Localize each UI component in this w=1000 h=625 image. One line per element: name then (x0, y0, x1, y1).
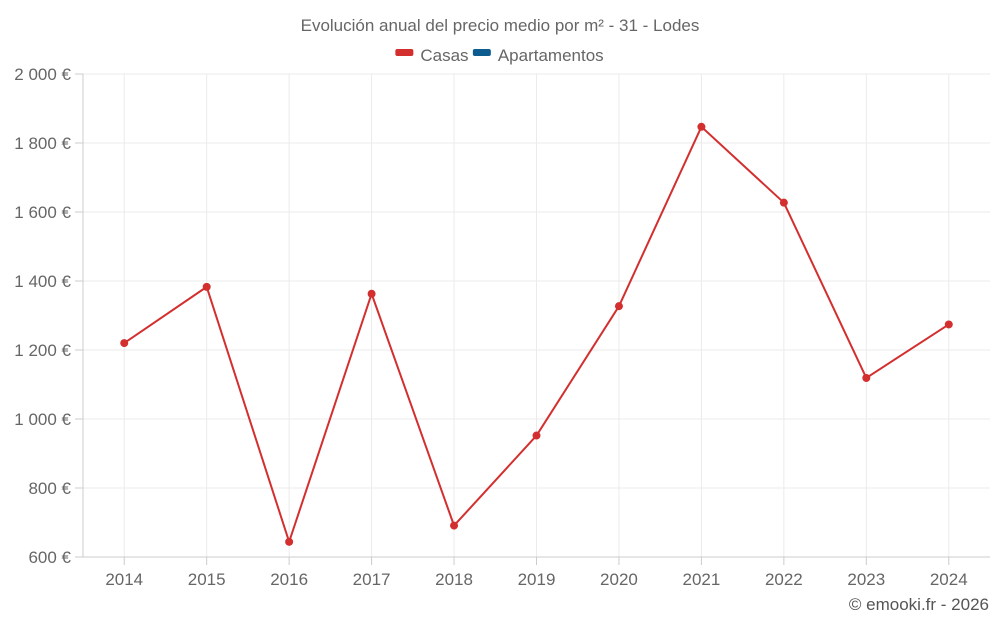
x-tick-label: 2017 (353, 570, 391, 589)
data-point[interactable] (285, 537, 294, 546)
y-tick-label: 600 € (28, 548, 71, 567)
x-tick-label: 2022 (765, 570, 803, 589)
x-tick-label: 2024 (930, 570, 968, 589)
x-tick-label: 2016 (270, 570, 308, 589)
y-tick-label: 1 200 € (14, 341, 71, 360)
y-tick-label: 1 800 € (14, 134, 71, 153)
x-tick-label: 2015 (188, 570, 226, 589)
data-point[interactable] (450, 521, 459, 530)
data-point[interactable] (697, 122, 706, 131)
x-tick-label: 2019 (518, 570, 556, 589)
x-tick-label: 2014 (105, 570, 143, 589)
x-tick-label: 2023 (847, 570, 885, 589)
legend-swatch (395, 49, 414, 56)
y-tick-label: 800 € (28, 479, 71, 498)
legend[interactable]: Casas Apartamentos (395, 46, 604, 65)
legend-item-apartamentos[interactable]: Apartamentos (472, 46, 604, 65)
axes: 600 € 800 € 1 000 € 1 200 € 1 400 € 1 600 € 1 … (14, 65, 990, 589)
credit-text: © emooki.fr - 2026 (849, 595, 989, 614)
y-tick-label: 2 000 € (14, 65, 71, 84)
data-point[interactable] (120, 339, 129, 348)
legend-swatch (472, 49, 491, 56)
data-point[interactable] (532, 431, 541, 440)
y-tick-label: 1 400 € (14, 272, 71, 291)
legend-item-casas[interactable]: Casas (395, 46, 469, 65)
legend-label: Apartamentos (498, 46, 604, 65)
y-tick-label: 1 600 € (14, 203, 71, 222)
data-point[interactable] (614, 302, 623, 311)
chart-title: Evolución anual del precio medio por m² … (301, 16, 700, 35)
grid-lines (83, 73, 990, 558)
data-point[interactable] (862, 373, 871, 382)
data-point[interactable] (202, 282, 211, 291)
legend-label: Casas (420, 46, 468, 65)
data-point[interactable] (367, 289, 376, 298)
x-tick-label: 2021 (682, 570, 720, 589)
series-layer (120, 122, 953, 546)
x-tick-label: 2018 (435, 570, 473, 589)
data-point[interactable] (944, 320, 953, 329)
x-tick-label: 2020 (600, 570, 638, 589)
data-point[interactable] (779, 198, 788, 207)
y-tick-label: 1 000 € (14, 410, 71, 429)
